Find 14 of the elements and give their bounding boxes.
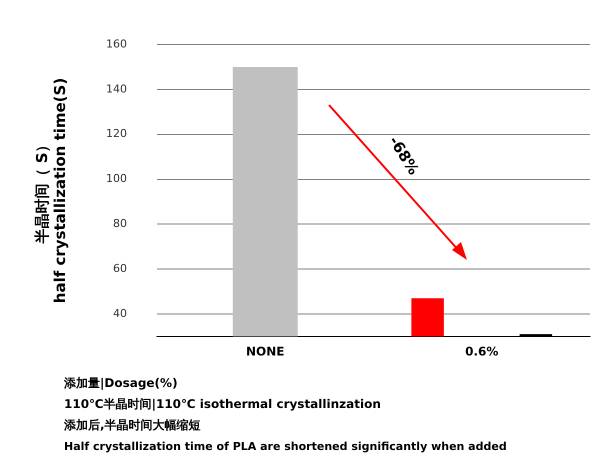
y-tick-label: 60 — [112, 262, 127, 275]
y-tick-label: 40 — [112, 306, 127, 320]
text: 添加后,半晶时间大幅缩短 — [64, 417, 202, 434]
y-tick-label: 160 — [106, 37, 127, 50]
y-tick-label: 120 — [106, 127, 127, 140]
x-axis-title: 添加量|Dosage(%) — [64, 375, 179, 392]
x-tick-label: 0.6% — [465, 344, 498, 359]
text: Half crystallization time of PLA are shortened significantly when added — [64, 439, 508, 455]
y-axis-title: 半晶时间（ S） half crystallization time(S) — [32, 78, 69, 304]
text: 110℃半晶时间|110℃ isothermal crystallinzation — [64, 396, 382, 413]
y-tick-label: 100 — [106, 172, 127, 186]
y-tick-label: 80 — [112, 217, 127, 230]
x-tick-label: NONE — [246, 344, 284, 359]
y-tick-label: 140 — [106, 82, 127, 96]
